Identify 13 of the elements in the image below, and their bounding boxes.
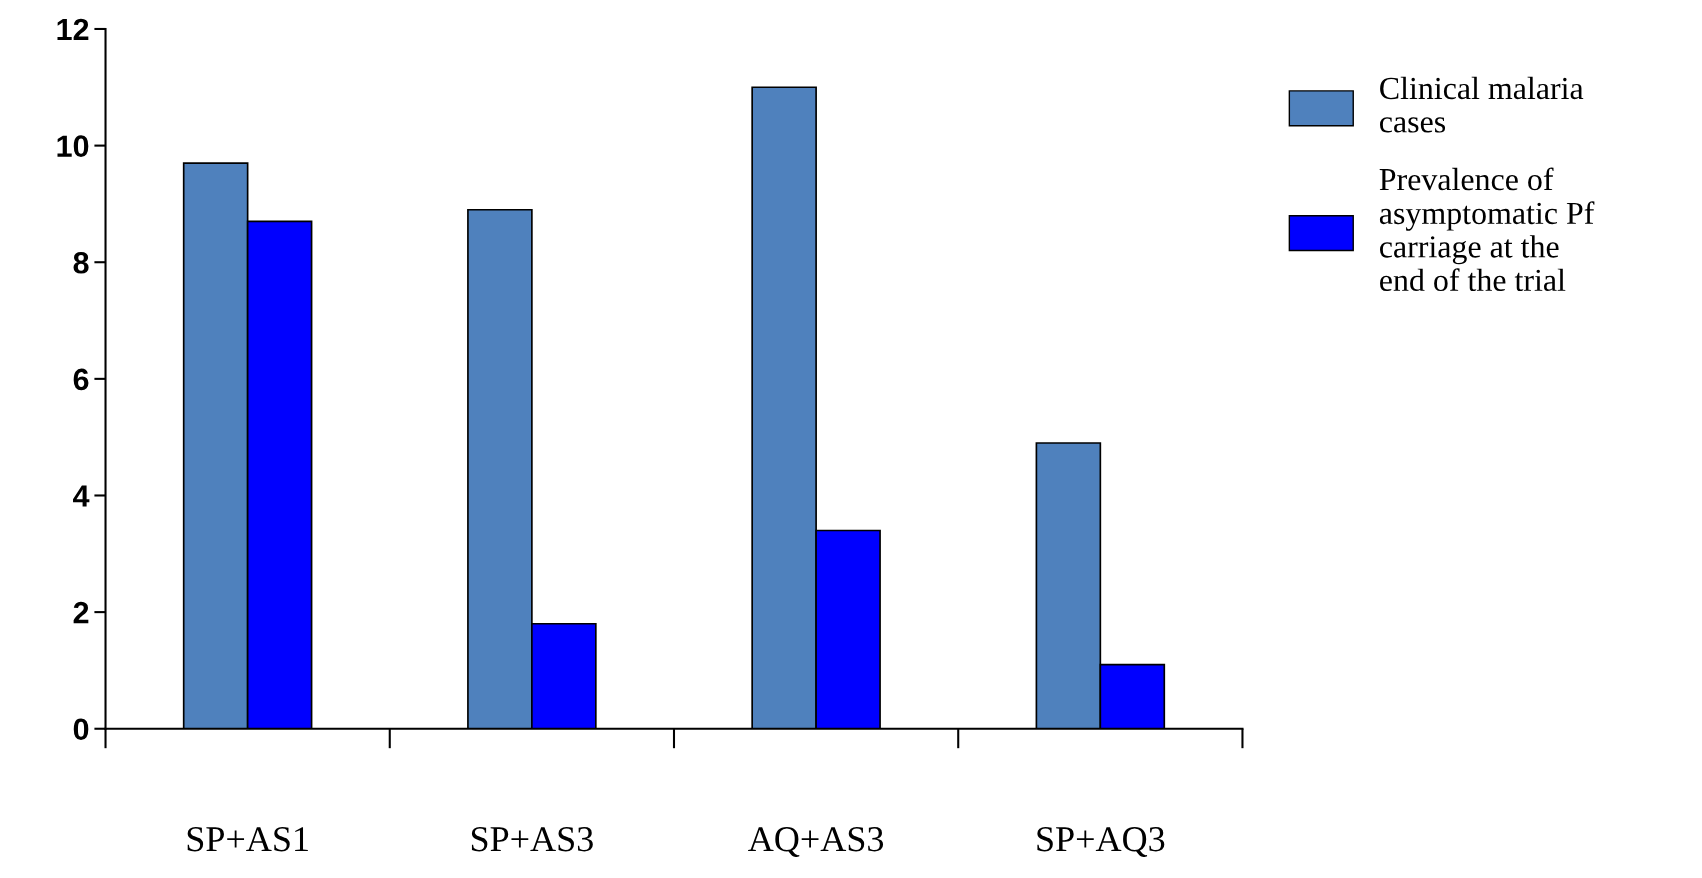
legend-label: Prevalence of asymptomatic Pf carriage at the end of the trial — [1379, 167, 1595, 292]
x-tick-label: SP+AQ3 — [1037, 827, 1165, 857]
legend-label: Clinical malaria cases — [1380, 76, 1584, 133]
x-tick-label: SP+AS3 — [471, 827, 593, 852]
x-tick-label: AQ+AS3 — [748, 827, 884, 857]
x-tick-label: SP+AS1 — [187, 827, 308, 852]
y-tick-label: 6 — [73, 368, 89, 391]
y-tick-label: 12 — [57, 18, 89, 41]
y-tick-label: 10 — [57, 135, 89, 157]
y-tick-label: 8 — [73, 251, 89, 274]
y-tick-label: 0 — [73, 718, 89, 741]
y-tick-label: 4 — [73, 485, 90, 507]
y-tick-label: 2 — [73, 601, 89, 624]
